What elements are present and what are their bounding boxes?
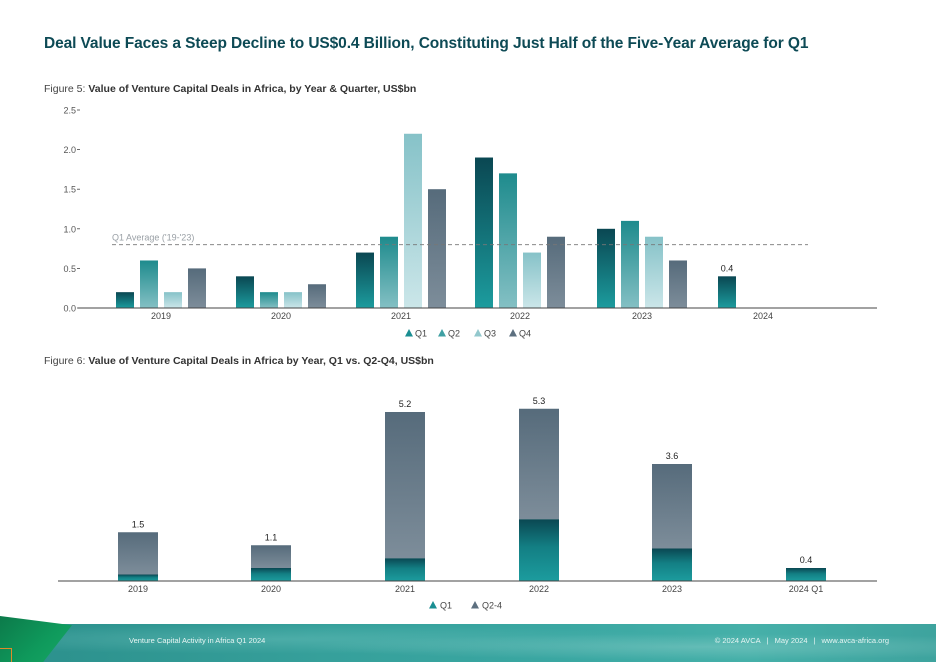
bar-2020-q2 [260, 292, 278, 308]
x-tick-label: 2022 [529, 584, 549, 594]
bar-2021-q2-4 [385, 412, 425, 559]
figure-5-caption: Figure 5: Value of Venture Capital Deals… [44, 83, 416, 95]
footer-separator: | [766, 636, 769, 645]
data-label: 0.4 [721, 263, 734, 273]
bar-2019-q2-4 [118, 532, 158, 575]
bar-2022-q2-4 [519, 408, 559, 520]
footer-website-link[interactable]: www.avca-africa.org [821, 636, 889, 645]
bar-2021-q1 [356, 252, 374, 308]
legend-marker-icon [429, 601, 437, 609]
bar-2019-q1 [116, 292, 134, 308]
total-label: 1.1 [265, 532, 278, 542]
legend-marker-icon [438, 329, 446, 337]
bar-2023-q2-4 [652, 464, 692, 549]
legend-label-q4: Q4 [519, 329, 531, 339]
figure-6-caption: Figure 6: Value of Venture Capital Deals… [44, 355, 434, 367]
bar-2022-q1 [475, 157, 493, 308]
total-label: 0.4 [800, 555, 813, 565]
x-tick-label: 2019 [151, 311, 171, 321]
x-tick-label: 2020 [271, 311, 291, 321]
figure-6-chart: 1.5 2019 1.1 2020 5.2 2021 5.3 2022 3.6 2023 0.4 20… [58, 396, 877, 611]
bar-2022-q1 [519, 519, 559, 581]
bar-2020-q4 [308, 284, 326, 308]
bar-2019-q3 [164, 292, 182, 308]
x-tick-label: 2020 [261, 584, 281, 594]
legend-label-q2: Q2 [448, 329, 460, 339]
q1-average-label: Q1 Average ('19-'23) [112, 233, 194, 243]
bar-2020-q2-4 [251, 545, 291, 568]
figure-5-prefix: Figure 5: [44, 83, 86, 95]
bar-2024-q1 [718, 276, 736, 308]
bar-2024-q1-q1 [786, 568, 826, 581]
total-label: 5.3 [533, 396, 546, 406]
legend-marker-icon [474, 329, 482, 337]
x-tick-label: 2024 Q1 [789, 584, 824, 594]
page-headline: Deal Value Faces a Steep Decline to US$0… [44, 35, 809, 52]
bar-2021-q1 [385, 558, 425, 581]
y-tick-label: 1.5 [63, 185, 76, 195]
bar-2020-q1 [236, 276, 254, 308]
y-tick-label: 2.5 [63, 106, 76, 116]
x-tick-label: 2021 [395, 584, 415, 594]
bar-2022-q3 [523, 252, 541, 308]
legend-label-q1: Q1 [440, 601, 452, 611]
bar-2023-q2 [621, 220, 639, 308]
total-label: 3.6 [666, 451, 679, 461]
footer-credits: © 2024 AVCA | May 2024 | www.avca-africa.org [712, 636, 892, 645]
total-label: 1.5 [132, 519, 145, 529]
y-tick-label: 0.5 [63, 264, 76, 274]
footer-copyright: © 2024 AVCA [714, 636, 761, 645]
footer-banner [0, 624, 936, 662]
y-tick-label: 0.0 [63, 304, 76, 314]
footer-orange-accent [0, 648, 12, 662]
bar-2023-q1 [652, 548, 692, 581]
figure-6-prefix: Figure 6: [44, 355, 86, 367]
bar-2023-q3 [645, 236, 663, 308]
legend-marker-icon [509, 329, 517, 337]
x-tick-label: 2019 [128, 584, 148, 594]
legend-label-q2-4: Q2-4 [482, 601, 502, 611]
x-tick-label: 2023 [632, 311, 652, 321]
legend-marker-icon [405, 329, 413, 337]
x-tick-label: 2024 [753, 311, 773, 321]
bar-2022-q4 [547, 236, 565, 308]
bar-2022-q2 [499, 173, 517, 308]
x-tick-label: 2023 [662, 584, 682, 594]
footer-date: May 2024 [774, 636, 808, 645]
total-label: 5.2 [399, 399, 412, 409]
figure-6-title: Value of Venture Capital Deals in Africa… [88, 355, 434, 367]
figure-5-title: Value of Venture Capital Deals in Africa… [88, 83, 417, 95]
legend-marker-icon [471, 601, 479, 609]
bar-2021-q4 [428, 189, 446, 308]
y-tick-label: 2.0 [63, 145, 76, 155]
bar-2020-q1 [251, 568, 291, 581]
legend-label-q3: Q3 [484, 329, 496, 339]
figure-5-chart: 0.0 0.5 1.0 1.5 2.0 2.5 2019 2020 2021 2022 2023 20… [63, 106, 877, 339]
bar-2021-q3 [404, 133, 422, 308]
bar-2023-q1 [597, 228, 615, 308]
footer-report-title: Venture Capital Activity in Africa Q1 20… [129, 636, 266, 645]
bar-2019-q4 [188, 268, 206, 308]
bar-2019-q2 [140, 260, 158, 308]
x-tick-label: 2021 [391, 311, 411, 321]
x-tick-label: 2022 [510, 311, 530, 321]
footer-separator: | [813, 636, 816, 645]
bar-2019-q1 [118, 574, 158, 581]
legend-label-q1: Q1 [415, 329, 427, 339]
bar-2023-q4 [669, 260, 687, 308]
bar-2021-q2 [380, 236, 398, 308]
bar-2020-q3 [284, 292, 302, 308]
y-tick-label: 1.0 [63, 224, 76, 234]
